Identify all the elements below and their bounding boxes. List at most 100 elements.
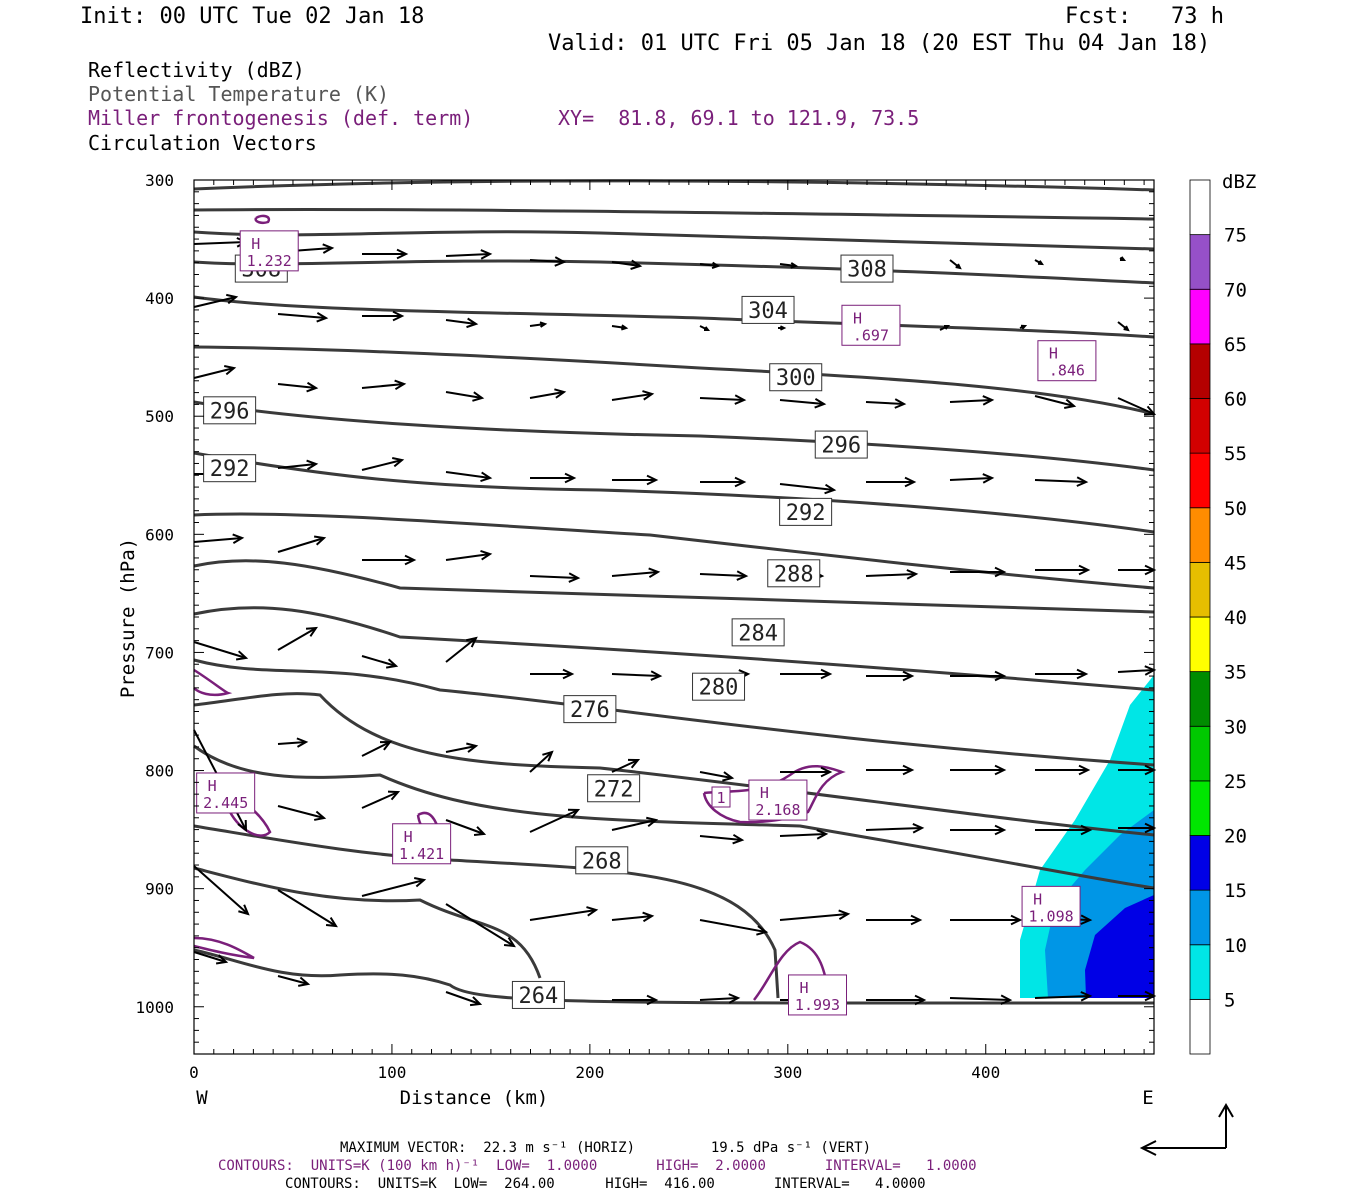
vector-26 (445, 391, 485, 402)
vector-shaft (529, 259, 565, 263)
vector-60 (361, 655, 399, 669)
vector-shaft (529, 575, 579, 579)
fronto-max-box (392, 823, 452, 865)
vector-head (627, 758, 641, 769)
theta-label-text: 272 (594, 777, 634, 802)
vector-shaft (611, 261, 641, 267)
colorbar-segment-5 (1189, 725, 1211, 782)
theta-label-text: 268 (582, 849, 622, 874)
theta-line-2 (193, 230, 1155, 251)
y-tick-label: 800 (145, 762, 174, 781)
theta-label-box (203, 454, 257, 483)
vector-head (539, 321, 548, 328)
vector-head (756, 925, 769, 936)
vector-head (568, 572, 581, 583)
vector-shaft (611, 393, 653, 401)
fronto-max-label: H (800, 979, 809, 997)
vector-head (630, 259, 643, 270)
vector-head (820, 766, 833, 778)
vector-shaft (611, 819, 657, 831)
colorbar-level-40: 40 (1224, 607, 1247, 629)
vector-17 (699, 325, 711, 332)
vector-shaft (611, 571, 659, 577)
vector-head (1064, 398, 1077, 409)
y-tick-label: 1000 (135, 998, 174, 1017)
vector-shaft (779, 483, 835, 491)
vector-head (1000, 994, 1013, 1005)
fronto-max-value: 1.993 (795, 996, 840, 1014)
y-tick-label: 900 (145, 880, 174, 899)
fronto-max-4: H1.421 (392, 823, 452, 865)
vector-shaft (277, 889, 337, 927)
vector-62 (530, 668, 575, 680)
vector-7 (779, 262, 799, 269)
x-tick-label: 0 (189, 1063, 199, 1082)
vector-head (814, 397, 827, 409)
fronto-max-6: H1.098 (1021, 885, 1081, 927)
vector-shaft (699, 919, 767, 933)
vector-16 (611, 324, 629, 331)
colorbar-level-20: 20 (1224, 826, 1247, 848)
vector-14 (445, 317, 479, 329)
axes: 0 100 200 300 400 300 400 500 600 700 800 900 1000 W E… (117, 171, 1154, 1109)
vector-42 (779, 483, 837, 495)
theta-label-292: 292 (203, 454, 257, 483)
fronto-contour-label-box (711, 786, 731, 808)
vector-head (562, 668, 575, 680)
theta-label-304: 304 (741, 295, 795, 324)
vector-head (296, 737, 309, 748)
y-axis-label: Pressure (hPa) (117, 538, 139, 698)
vector-89 (865, 823, 925, 834)
vector-shaft (611, 915, 653, 921)
theta-label-296: 296 (203, 396, 257, 425)
fronto-max-value: 1.232 (247, 252, 292, 270)
vector-106 (445, 991, 483, 1007)
fronto-max-box (841, 304, 901, 346)
vector-head (503, 937, 516, 948)
vector-46 (193, 533, 245, 544)
vector-head (955, 263, 962, 270)
vector-head (385, 658, 399, 669)
theta-line-0 (193, 179, 1155, 192)
vector-95 (361, 877, 427, 897)
vector-49 (445, 549, 493, 561)
legend-frontogenesis: Miller frontogenesis (def. term) (88, 106, 474, 130)
vector-head (472, 391, 485, 402)
vector-shaft (699, 997, 739, 1001)
max-vector: MAXIMUM VECTOR: 22.3 m s⁻¹ (HORIZ) 19.5 … (340, 1140, 872, 1156)
vector-head (466, 742, 479, 753)
vector-shaft (445, 391, 483, 399)
vector-shaft (1034, 479, 1087, 483)
vector-28 (611, 390, 655, 401)
fronto-max-3: H2.445 (196, 772, 256, 814)
vector-shaft (361, 879, 425, 897)
vector-32 (949, 395, 995, 406)
colorbar-level-30: 30 (1224, 716, 1247, 738)
vector-head (1078, 764, 1091, 776)
theta-line-10 (193, 606, 1155, 692)
vector-9 (1034, 259, 1044, 266)
vector-59 (277, 626, 318, 651)
vector-head (734, 476, 747, 488)
vector-head (215, 954, 229, 965)
vector-head (910, 914, 923, 926)
vector-97 (529, 906, 599, 921)
vector-56 (1035, 564, 1091, 576)
theta-label-box (575, 846, 629, 875)
vector-91 (1035, 824, 1093, 836)
vector-shaft (445, 553, 491, 561)
colorbar-segment-15 (1189, 179, 1211, 236)
vector-shaft (865, 401, 905, 405)
vector-90 (950, 824, 1007, 836)
vector-shaft (699, 397, 745, 401)
x-tick-label: 400 (971, 1063, 1000, 1082)
fronto-line-1 (193, 668, 233, 697)
colorbar-segment-11 (1189, 398, 1211, 454)
vector-93 (193, 865, 250, 916)
vector-head (392, 456, 405, 468)
colorbar-level-60: 60 (1224, 389, 1247, 411)
fronto-max-value: 1.098 (1028, 907, 1073, 925)
vector-head (904, 476, 917, 488)
vector-shaft (445, 253, 491, 257)
vector-shaft (779, 399, 825, 405)
